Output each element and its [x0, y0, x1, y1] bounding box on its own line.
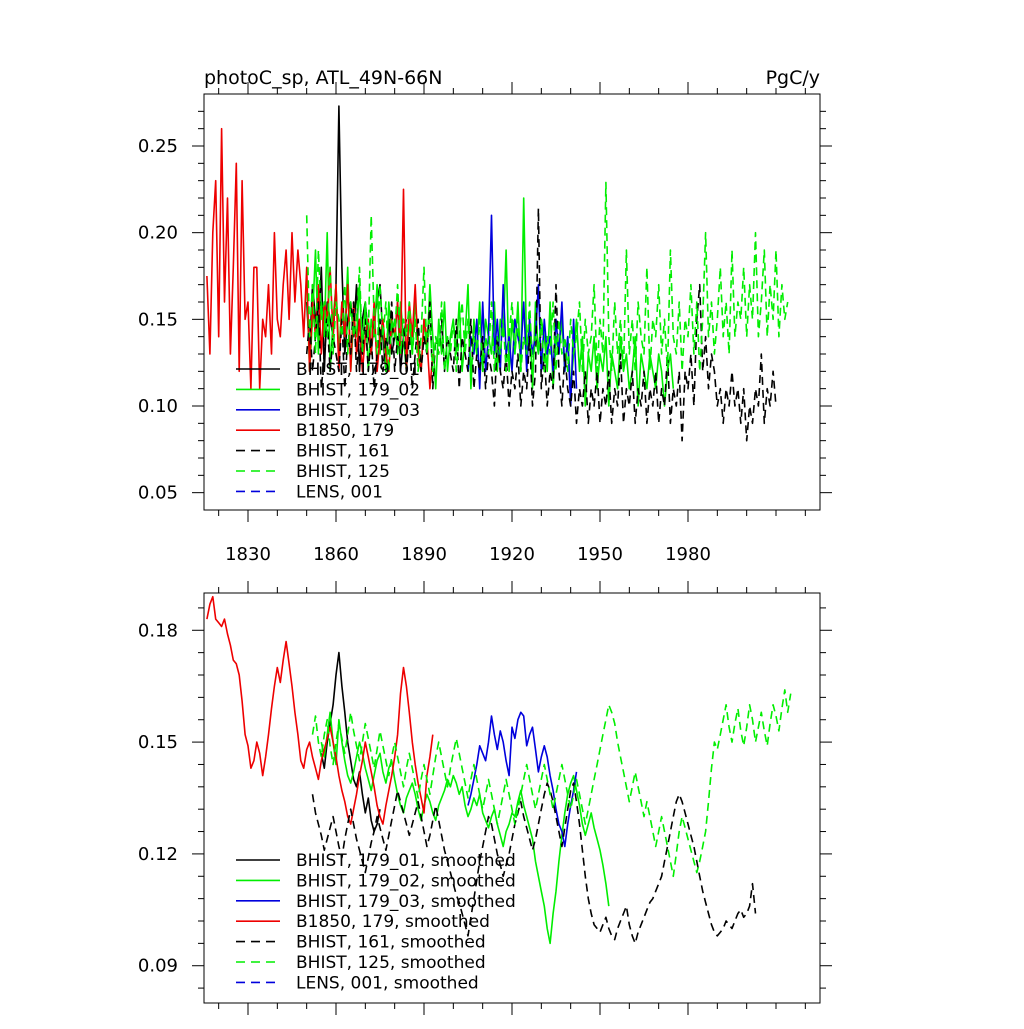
- y-tick-label: 0.18: [138, 620, 178, 641]
- legend-label: BHIST, 179_01, smoothed: [296, 851, 516, 871]
- y-tick-label: 0.15: [138, 732, 178, 753]
- legend-label: BHIST, 179_03, smoothed: [296, 892, 516, 912]
- y-tick-label: 0.09: [138, 956, 178, 977]
- series-line-bhist-179-03-smoothed: [467, 711, 578, 848]
- x-tick-label: 1950: [577, 544, 623, 565]
- series-line-bhist-161: [305, 207, 777, 442]
- chart-units-label: PgC/y: [766, 67, 820, 89]
- legend-label: LENS, 001: [296, 482, 383, 502]
- series-line-bhist-125: [305, 181, 789, 373]
- series-line-bhist-161-smoothed: [311, 782, 757, 945]
- y-tick-label: 0.12: [138, 844, 178, 865]
- y-tick-label: 0.10: [138, 396, 178, 417]
- y-tick-label: 0.15: [138, 309, 178, 330]
- legend-label: LENS, 001, smoothed: [296, 973, 479, 993]
- legend-label: BHIST, 179_02, smoothed: [296, 871, 516, 891]
- series-line-b1850-179-smoothed: [206, 595, 434, 825]
- legend-label: BHIST, 125, smoothed: [296, 953, 486, 973]
- legend-label: BHIST, 179_02: [296, 380, 420, 400]
- chart-title: photoC_sp, ATL_49N-66N: [204, 67, 442, 89]
- y-tick-label: 0.20: [138, 223, 178, 244]
- series-line-bhist-125-smoothed: [311, 689, 792, 878]
- legend-label: BHIST, 125: [296, 462, 390, 482]
- x-tick-label: 1920: [489, 544, 535, 565]
- legend-label: BHIST, 161, smoothed: [296, 933, 486, 953]
- x-tick-label: 1860: [313, 544, 359, 565]
- top-panel: 1830 1860 1890 1920 1950 1980 0.05 0.10 0.15 0.20…: [138, 82, 832, 565]
- y-tick-label: 0.05: [138, 483, 178, 504]
- legend-label: BHIST, 179_03: [296, 401, 420, 421]
- x-tick-label: 1890: [401, 544, 447, 565]
- series-line-b1850-179: [206, 127, 434, 390]
- x-tick-label: 1830: [225, 544, 271, 565]
- legend-label: B1850, 179: [296, 421, 394, 441]
- legend-label: BHIST, 179_01: [296, 360, 420, 380]
- legend-label: BHIST, 161: [296, 442, 390, 462]
- y-tick-label: 0.25: [138, 136, 178, 157]
- x-tick-label: 1980: [665, 544, 711, 565]
- legend-label: B1850, 179, smoothed: [296, 912, 490, 932]
